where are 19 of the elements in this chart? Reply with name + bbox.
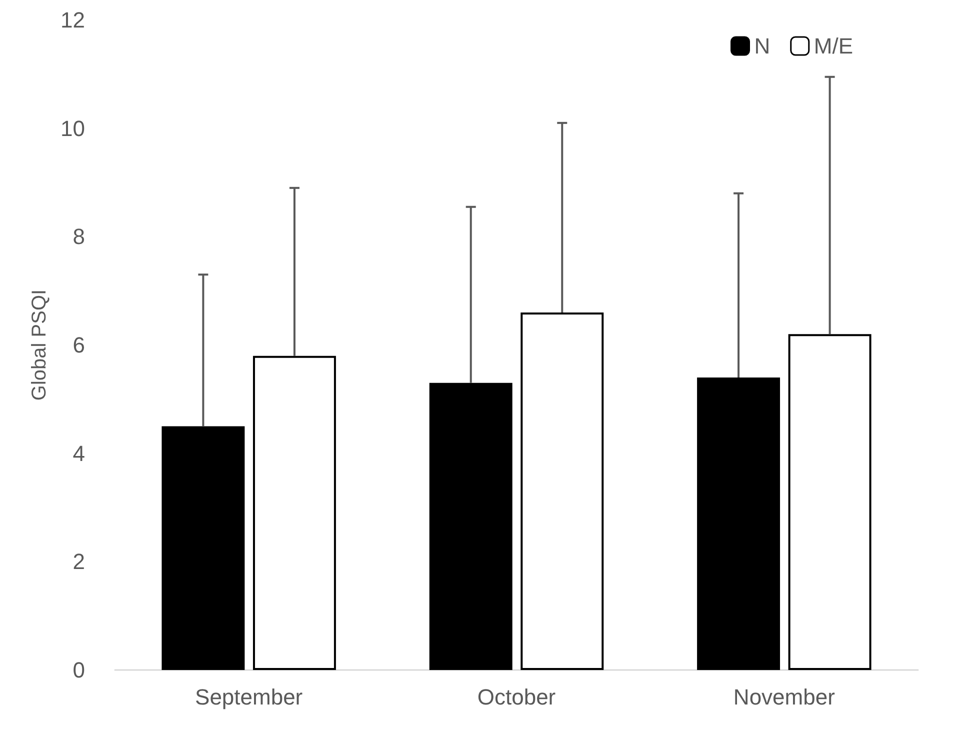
x-tick-label: September (195, 684, 303, 710)
legend-label: N (754, 34, 770, 58)
y-tick-label: 10 (60, 116, 85, 141)
bar (520, 312, 604, 670)
bar (252, 356, 336, 670)
y-tick-label: 12 (60, 8, 85, 32)
y-tick-label: 0 (72, 658, 85, 682)
y-tick-label: 6 (72, 332, 85, 358)
y-tick-label: 8 (72, 224, 85, 250)
y-axis-title: Global PSQI (28, 289, 51, 401)
x-tick-label: October (477, 684, 556, 710)
bar (788, 334, 872, 670)
y-tick-label: 4 (72, 440, 85, 466)
bar (429, 382, 512, 670)
x-tick-label: November (733, 684, 835, 710)
legend-label: M/E (814, 34, 854, 58)
y-tick-label: 2 (72, 549, 85, 574)
bar (162, 426, 245, 670)
bar (697, 378, 780, 670)
